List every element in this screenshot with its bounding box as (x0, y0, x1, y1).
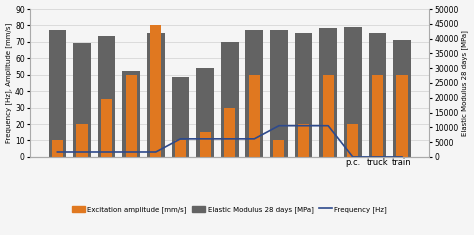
Bar (298, 124, 309, 157)
Bar (196, 68, 214, 157)
Bar (319, 28, 337, 157)
Bar (396, 75, 408, 157)
Legend: Excitation amplitude [mm/s], Elastic Modulus 28 days [MPa], Frequency [Hz]: Excitation amplitude [mm/s], Elastic Mod… (69, 203, 390, 215)
Bar (200, 132, 210, 157)
Bar (323, 75, 334, 157)
Bar (175, 141, 186, 157)
Bar (172, 77, 189, 157)
Bar (98, 36, 116, 157)
Bar (347, 124, 358, 157)
Bar (150, 25, 161, 157)
Bar (224, 108, 235, 157)
Bar (273, 141, 284, 157)
Bar (147, 33, 164, 157)
Bar (52, 141, 63, 157)
Y-axis label: Elastic Modulus 28 days [MPa]: Elastic Modulus 28 days [MPa] (462, 30, 468, 136)
Bar (344, 27, 362, 157)
Bar (122, 71, 140, 157)
Bar (295, 33, 312, 157)
Bar (126, 75, 137, 157)
Bar (48, 30, 66, 157)
Bar (372, 75, 383, 157)
Bar (76, 124, 88, 157)
Bar (368, 33, 386, 157)
Bar (249, 75, 260, 157)
Bar (73, 43, 91, 157)
Bar (393, 40, 411, 157)
Bar (246, 30, 263, 157)
Bar (270, 30, 288, 157)
Bar (221, 42, 238, 157)
Bar (101, 99, 112, 157)
Y-axis label: Frequency [Hz], Amplitude [mm/s]: Frequency [Hz], Amplitude [mm/s] (6, 23, 12, 143)
